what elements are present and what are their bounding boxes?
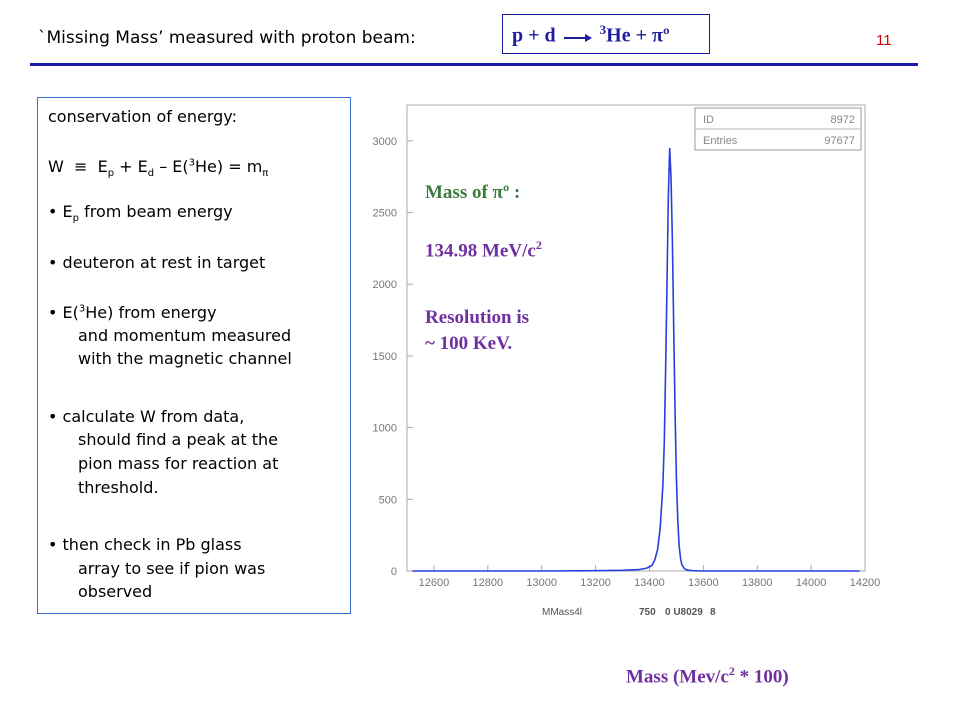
x-tick-label: 12800 [473,577,504,589]
bullet-continuation: should find a peak at the [78,430,279,449]
bullet-continuation: array to see if pion was [78,559,266,578]
x-axis-label: MMass4l [542,607,582,618]
reaction-box: p + d 3He + πº [502,14,710,54]
stats-value-id: 8972 [831,114,855,126]
x-tick-label: 13400 [634,577,665,589]
x-tick-label: 13000 [526,577,557,589]
y-tick-label: 2500 [373,208,397,220]
x-tick-label: 14200 [850,577,880,589]
y-tick-label: 3000 [373,136,397,148]
bullet-continuation: threshold. [78,478,159,497]
bullet-continuation: with the magnetic channel [78,349,292,368]
bullet-continuation: and momentum measured [78,326,292,345]
stats-label-entries: Entries [703,135,738,147]
bullet-beam-energy: • Ep from beam energy [48,202,233,225]
resolution-line-2: ~ 100 KeV. [425,333,513,354]
mass-of-pion-label: Mass of πº : [425,182,521,203]
bullet-deuteron: • deuteron at rest in target [48,253,266,272]
bullet-calculate-w: • calculate W from data, [48,407,245,426]
histogram-svg: ID 8972 Entries 97677 12600 12800 13000 132… [373,104,880,618]
bullet-continuation: pion mass for reaction at [78,454,279,473]
x-axis-title: Mass (Mev/c2 * 100) [626,664,789,688]
y-tick-label: 0 [391,566,397,578]
plot-frame [406,104,866,572]
x-tick-label: 13600 [688,577,719,589]
y-tick-label: 2000 [373,279,397,291]
x-tick-label: 12600 [419,577,450,589]
slide-header: `Missing Mass’ measured with proton beam… [38,28,416,48]
x-tick-label: 14000 [796,577,827,589]
stats-value-entries: 97677 [824,135,855,147]
footer-code-3: 8 [710,607,716,618]
histogram-line [412,147,860,572]
x-tick-label: 13800 [742,577,773,589]
footer-code-1: 750 [639,607,656,618]
stats-label-id: ID [703,114,714,126]
y-tick-label: 1000 [373,423,397,435]
reaction-arrow-icon [563,34,592,43]
x-tick-label: 13200 [580,577,611,589]
notes-box: conservation of energy: W ≡ Ep + Ed – E(… [37,97,351,614]
reaction-rhs: He + πº [606,24,670,47]
bullet-he3-energy: • E(3He) from energy [48,303,217,322]
energy-formula: W ≡ Ep + Ed – E(3He) = mπ [48,157,269,180]
footer-code-2: 0 U8029 [665,607,703,618]
header-rule [30,63,918,66]
reaction-superscript: 3 [599,22,607,37]
stats-box: ID 8972 Entries 97677 [694,107,862,151]
resolution-line-1: Resolution is [425,307,529,328]
mass-histogram: ID 8972 Entries 97677 12600 12800 13000 132… [355,100,880,630]
bullet-pb-glass: • then check in Pb glass [48,535,242,554]
bullet-continuation: observed [78,582,153,601]
y-tick-label: 500 [379,494,397,506]
mass-value: 134.98 MeV/c2 [425,238,542,262]
y-tick-label: 1500 [373,351,397,363]
reaction-lhs: p + d [512,24,556,47]
conservation-title: conservation of energy: [48,107,237,126]
page-number: 11 [876,32,892,49]
